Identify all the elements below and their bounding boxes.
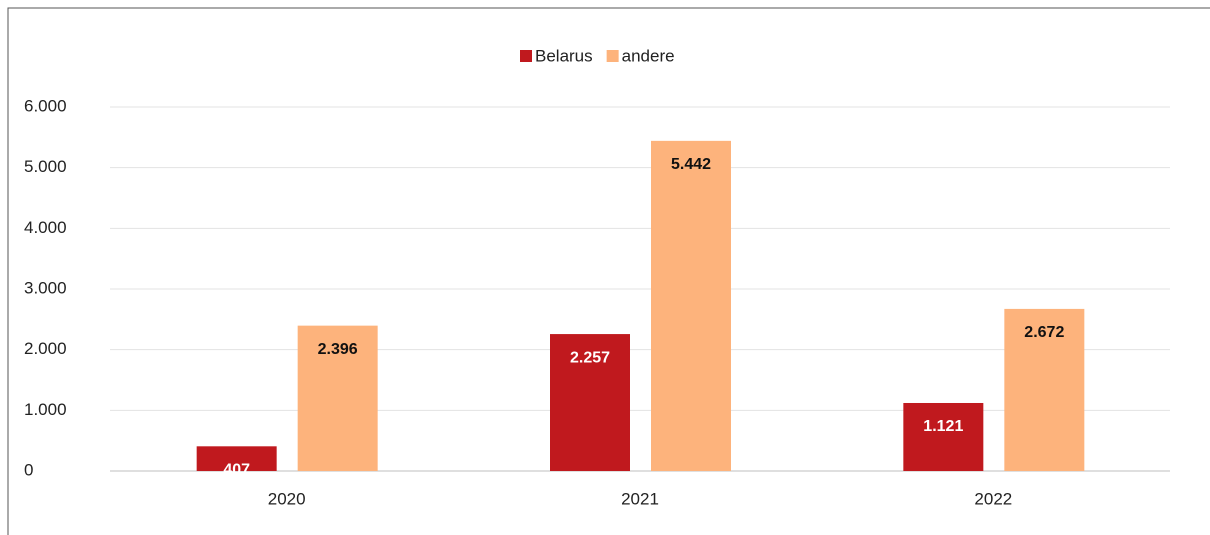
y-tick-label: 4.000 bbox=[24, 218, 67, 237]
y-tick-label: 5.000 bbox=[24, 157, 67, 176]
y-tick-label: 3.000 bbox=[24, 278, 67, 297]
bar bbox=[651, 140, 731, 472]
legend-label: andere bbox=[622, 46, 675, 65]
y-tick-label: 1.000 bbox=[24, 400, 67, 419]
x-tick-label: 2021 bbox=[621, 489, 659, 508]
data-label: 2.257 bbox=[570, 349, 610, 366]
y-tick-label: 0 bbox=[24, 460, 33, 479]
legend-label: Belarus bbox=[535, 46, 593, 65]
y-tick-label: 2.000 bbox=[24, 339, 67, 358]
bar bbox=[903, 402, 984, 471]
y-tick-label: 6.000 bbox=[24, 96, 67, 115]
data-label: 407 bbox=[223, 462, 250, 479]
legend-swatch bbox=[520, 50, 532, 62]
data-label: 5.442 bbox=[671, 156, 711, 173]
bar bbox=[1004, 308, 1085, 471]
x-tick-label: 2020 bbox=[268, 489, 306, 508]
data-label: 2.396 bbox=[318, 341, 358, 358]
bar bbox=[196, 446, 277, 471]
data-label: 2.672 bbox=[1024, 324, 1064, 341]
data-label: 1.121 bbox=[923, 418, 963, 435]
bar bbox=[297, 325, 378, 471]
frame bbox=[7, 7, 1210, 535]
legend-swatch bbox=[606, 50, 619, 62]
x-tick-label: 2022 bbox=[974, 489, 1012, 508]
bar bbox=[550, 334, 630, 471]
